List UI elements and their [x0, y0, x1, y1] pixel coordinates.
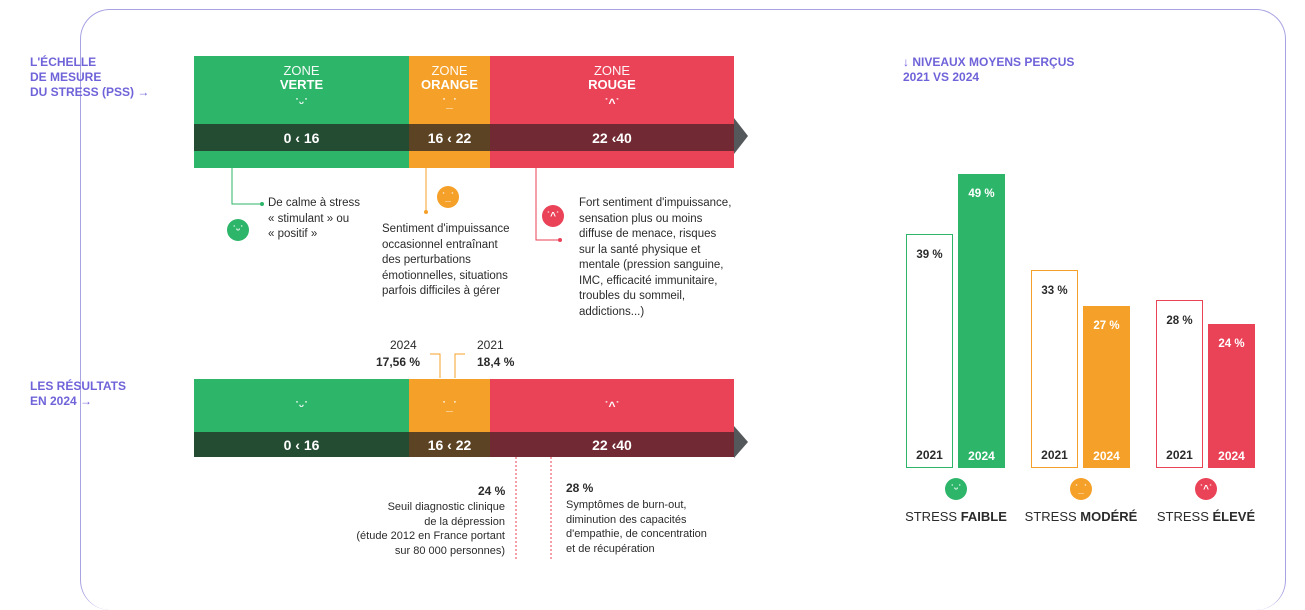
bar-value-label: 27 % [1093, 320, 1120, 332]
bar-value-label: 33 % [1041, 285, 1068, 297]
result-red-band: ˙^˙ 22 ‹40 [490, 379, 734, 457]
marker-2021-value: 18,4 % [477, 355, 515, 369]
bar-year-label: 2021 [916, 448, 943, 462]
content-frame [80, 9, 1286, 610]
bar-value-label: 39 % [916, 249, 943, 261]
category-label: STRESS FAIBLE [905, 509, 1007, 524]
zone-orange-range: 16 ‹ 22 [409, 124, 490, 151]
bar-value-label: 28 % [1166, 315, 1193, 327]
result-orange-band: ˙_˙ 16 ‹ 22 [409, 379, 490, 457]
bar-value-label: 49 % [968, 188, 995, 200]
zone-red-band: ZONE ROUGE ˙^˙ 22 ‹40 [490, 56, 734, 168]
angry-face-icon: ˙^˙ [604, 399, 620, 413]
scale-arrow-icon [734, 118, 748, 154]
note-right-pct: 28 % [566, 481, 594, 495]
angry-face-small-icon: ˙^˙ [542, 205, 564, 227]
result-green-range: 0 ‹ 16 [194, 432, 409, 457]
result-orange-range: 16 ‹ 22 [409, 432, 490, 457]
zone-green-range: 0 ‹ 16 [194, 124, 409, 151]
bar-2024-2: 24 % 2024 [1208, 324, 1255, 468]
note-left-pct: 24 % [478, 484, 506, 498]
orange-description: Sentiment d'impuissance occasionnel entr… [382, 223, 510, 297]
angry-face-icon: ˙^˙ [604, 96, 620, 110]
bar-value-label: 24 % [1218, 338, 1245, 350]
category-label: STRESS ÉLEVÉ [1156, 509, 1256, 524]
category-face-icon: ˙ᵕ˙ [945, 478, 967, 500]
smile-face-icon: ˙ᵕ˙ [295, 399, 308, 413]
smile-face-icon: ˙ᵕ˙ [295, 96, 308, 110]
bar-year-label: 2021 [1166, 448, 1193, 462]
marker-2024-year: 2024 [390, 338, 417, 352]
bar-2024-0: 49 % 2024 [958, 174, 1005, 468]
results-title: LES RÉSULTATS EN 2024 → [30, 379, 126, 408]
zone-orange-label: ZONE ORANGE [420, 63, 479, 92]
connector-lines [231, 168, 562, 560]
result-red-range: 22 ‹40 [490, 432, 734, 457]
category-label: STRESS MODÉRÉ [1024, 509, 1138, 524]
marker-2021-year: 2021 [477, 338, 504, 352]
red-description: Fort sentiment d'impuissance, sensation … [579, 197, 732, 318]
green-description: De calme à stress « stimulant » ou « pos… [268, 197, 361, 240]
bar-2021-1: 33 % 2021 [1031, 270, 1078, 468]
zone-green-label: ZONE VERTE [279, 63, 324, 92]
bar-year-label: 2021 [1041, 448, 1068, 462]
zone-orange-band: ZONE ORANGE ˙_˙ 16 ‹ 22 [409, 56, 490, 168]
zone-red-label: ZONE ROUGE [588, 63, 636, 92]
chart-title: ↓ NIVEAUX MOYENS PERÇUS 2021 vs 2024 [903, 55, 1075, 84]
note-right-text: Symptômes de burn-out, diminution des ca… [566, 499, 707, 555]
bar-year-label: 2024 [1093, 449, 1120, 463]
marker-2024-value: 17,56 % [376, 355, 421, 369]
note-left-text: Seuil diagnostic clinique de la dépressi… [356, 501, 505, 557]
bar-year-label: 2024 [968, 449, 995, 463]
zone-red-range: 22 ‹40 [490, 124, 734, 151]
neutral-face-icon: ˙_˙ [442, 399, 457, 413]
neutral-face-icon: ˙_˙ [442, 96, 457, 110]
bar-2024-1: 27 % 2024 [1083, 306, 1130, 468]
scale-title: L'ÉCHELLE DE MESURE DU STRESS (PSS) → [30, 55, 150, 99]
result-green-band: ˙ᵕ˙ 0 ‹ 16 [194, 379, 409, 457]
neutral-face-small-icon: ˙_˙ [437, 186, 459, 208]
results-arrow-icon [734, 426, 748, 458]
zone-green-band: ZONE VERTE ˙ᵕ˙ 0 ‹ 16 [194, 56, 409, 168]
category-face-icon: ˙^˙ [1195, 478, 1217, 500]
calm-face-icon: ˙ᵕ˙ [227, 219, 249, 241]
bar-2021-0: 39 % 2021 [906, 234, 953, 468]
category-face-icon: ˙_˙ [1070, 478, 1092, 500]
bar-year-label: 2024 [1218, 449, 1245, 463]
bar-2021-2: 28 % 2021 [1156, 300, 1203, 468]
